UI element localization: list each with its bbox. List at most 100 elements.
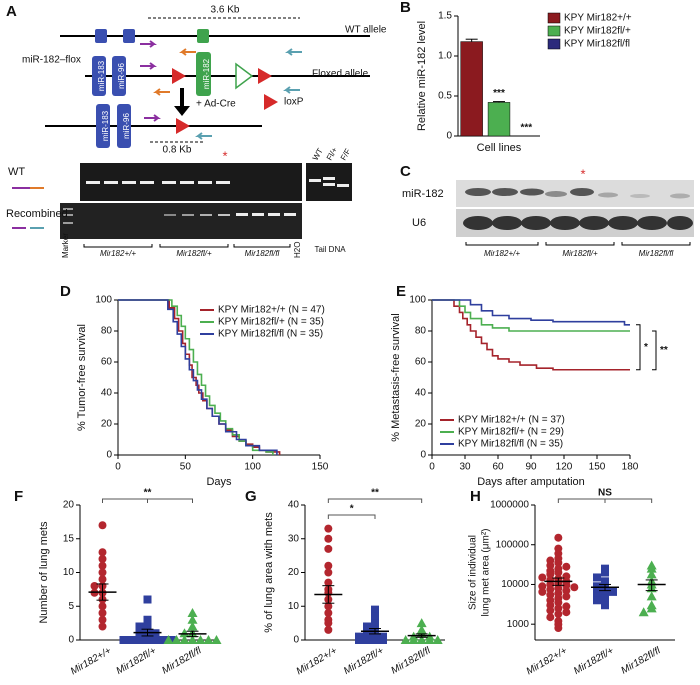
x-tick-label: 150 [589, 462, 606, 473]
cre-label: + Ad-Cre [196, 99, 236, 110]
data-point [538, 573, 547, 582]
data-point [98, 615, 107, 624]
panel-letter: C [400, 163, 411, 180]
gene-label: miR-96 [117, 63, 126, 89]
data-point [554, 558, 563, 567]
data-point [554, 533, 563, 542]
y-tick-label: 80 [101, 326, 113, 337]
data-point [363, 629, 371, 638]
data-point [98, 575, 107, 584]
x-tick-label: 50 [180, 462, 192, 473]
legend-label: KPY Mir182+/+ (N = 37) [458, 415, 565, 426]
exon [123, 29, 135, 43]
data-point [601, 568, 609, 577]
data-point [593, 573, 601, 582]
data-point [646, 569, 657, 579]
data-point [562, 586, 571, 595]
loxp-site [176, 118, 190, 134]
x-tick-label: Mir182fl/fl [619, 645, 663, 677]
bar [487, 102, 511, 137]
y-tick-label: 15 [63, 533, 75, 544]
data-point [98, 622, 107, 631]
primer-arrow [283, 86, 300, 94]
significance-bracket [636, 324, 641, 371]
x-tick-label: 100 [244, 462, 261, 473]
data-point [324, 578, 333, 587]
x-tick-label: 60 [492, 462, 504, 473]
x-tick-label: 180 [622, 462, 639, 473]
y-tick-label: 5 [68, 601, 74, 612]
data-point [187, 614, 198, 624]
data-point [98, 602, 107, 611]
panel-letter: H [470, 488, 481, 505]
panel-a: A 3.6 Kb WT allele miR-182–flox miR-183 … [6, 3, 387, 258]
significance-bracket [327, 498, 423, 503]
x-tick-label: 0 [429, 462, 435, 473]
allele-label: Floxed allele [312, 69, 369, 80]
data-point [601, 594, 609, 603]
significance: ** [660, 345, 668, 356]
star: * [580, 166, 585, 181]
survival-line [432, 299, 630, 332]
data-point [211, 635, 222, 644]
data-point [324, 619, 333, 628]
y-tick-label: 10 [288, 601, 300, 612]
x-axis-label: Days after amputation [477, 476, 585, 488]
gene-box [92, 56, 106, 96]
data-point [98, 548, 107, 557]
y-tick-label: 40 [415, 388, 427, 399]
y-tick-label: 30 [288, 533, 300, 544]
primer-arrow [140, 40, 157, 48]
data-point [646, 603, 657, 613]
x-tick-label: Mir182+/+ [69, 645, 114, 677]
lane-label: WT [311, 147, 325, 162]
significance: ** [144, 488, 152, 499]
data-point [171, 635, 182, 644]
gene-box [112, 56, 126, 96]
allele-name: miR-182–flox [22, 55, 81, 66]
y-tick-label: 20 [288, 567, 300, 578]
data-point [179, 635, 190, 644]
x-tick-label: Mir182fl/+ [342, 645, 386, 677]
data-point [324, 534, 333, 543]
data-point [203, 635, 214, 644]
gel-label: WT [8, 166, 25, 178]
y-axis-label: % of lung area with mets [263, 512, 275, 633]
significance: * [350, 504, 354, 515]
data-point [324, 544, 333, 553]
significance-bracket [327, 514, 376, 519]
x-tick-label: Mir182fl/fl [160, 645, 204, 677]
exon [95, 29, 107, 43]
group-label: Mir182fl/+ [562, 249, 598, 258]
data-point [143, 636, 152, 644]
primer-arrow [179, 48, 196, 56]
distance-label: 0.8 Kb [163, 145, 192, 156]
loxp-site [258, 68, 272, 84]
data-point [135, 622, 144, 631]
distance-label: 3.6 Kb [211, 5, 240, 16]
data-point [638, 607, 649, 617]
y-tick-label: 60 [415, 357, 427, 368]
exon [197, 29, 209, 43]
y-tick-label: 0 [420, 450, 426, 461]
data-point [424, 635, 435, 644]
data-point [371, 612, 379, 621]
y-axis-label: Size of individual [468, 535, 479, 610]
data-point [593, 582, 601, 591]
y-tick-label: 1.5 [438, 11, 452, 22]
gel-image [60, 203, 302, 239]
blot-bands [465, 188, 690, 199]
data-point [195, 635, 206, 644]
panel-letter: B [400, 0, 411, 16]
data-point [371, 605, 379, 614]
data-point [363, 636, 371, 644]
x-tick-label: Mir182+/+ [295, 645, 340, 677]
data-point [98, 561, 107, 570]
data-point [562, 602, 571, 611]
data-point [187, 608, 198, 617]
panel-letter: D [60, 283, 71, 300]
data-point [167, 636, 176, 644]
y-tick-label: 10000 [501, 579, 529, 590]
gene-label: miR-183 [101, 110, 110, 141]
legend-label: KPY Mir182fl/+ (N = 29) [458, 427, 564, 438]
